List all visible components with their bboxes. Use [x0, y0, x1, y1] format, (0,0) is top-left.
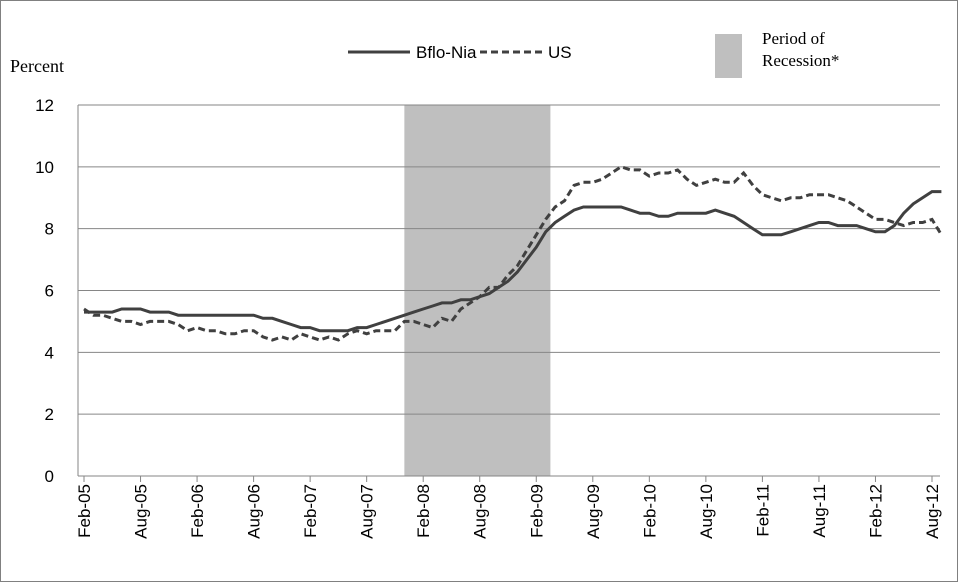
x-tick-label: Aug-09 — [584, 484, 603, 539]
x-tick-label: Aug-12 — [923, 484, 942, 539]
y-tick-label: 12 — [35, 96, 54, 115]
x-tick-label: Feb-10 — [640, 484, 659, 538]
legend-label: Period of Recession* — [762, 29, 840, 70]
x-tick-label: Aug-06 — [245, 484, 264, 539]
x-tick-label: Feb-05 — [75, 484, 94, 538]
line — [83, 165, 943, 342]
x-tick-label: Feb-11 — [753, 484, 772, 537]
x-tick-label: Aug-11 — [810, 484, 829, 538]
x-tick-label: Aug-08 — [471, 484, 490, 539]
y-tick-label: 0 — [45, 467, 54, 486]
x-tick-label: Feb-07 — [301, 484, 320, 538]
y-axis-label: Percent — [10, 56, 64, 76]
y-tick-label: 8 — [45, 220, 54, 239]
y-tick-label: 6 — [45, 282, 54, 301]
x-tick-label: Aug-07 — [358, 484, 377, 539]
line — [84, 190, 942, 333]
y-tick-label: 10 — [35, 158, 54, 177]
x-tick-label: Aug-05 — [132, 484, 151, 539]
x-tick-label: Feb-08 — [414, 484, 433, 538]
y-tick-label: 4 — [45, 343, 54, 362]
x-tick-label: Feb-06 — [188, 484, 207, 538]
y-tick-label: 2 — [45, 405, 54, 424]
x-tick-label: Feb-09 — [527, 484, 546, 538]
legend-label: Bflo-Nia — [416, 43, 477, 62]
x-tick-label: Aug-10 — [697, 484, 716, 539]
legend-label: US — [548, 43, 572, 62]
x-tick-label: Feb-12 — [866, 484, 885, 538]
legend-swatch — [715, 34, 742, 78]
